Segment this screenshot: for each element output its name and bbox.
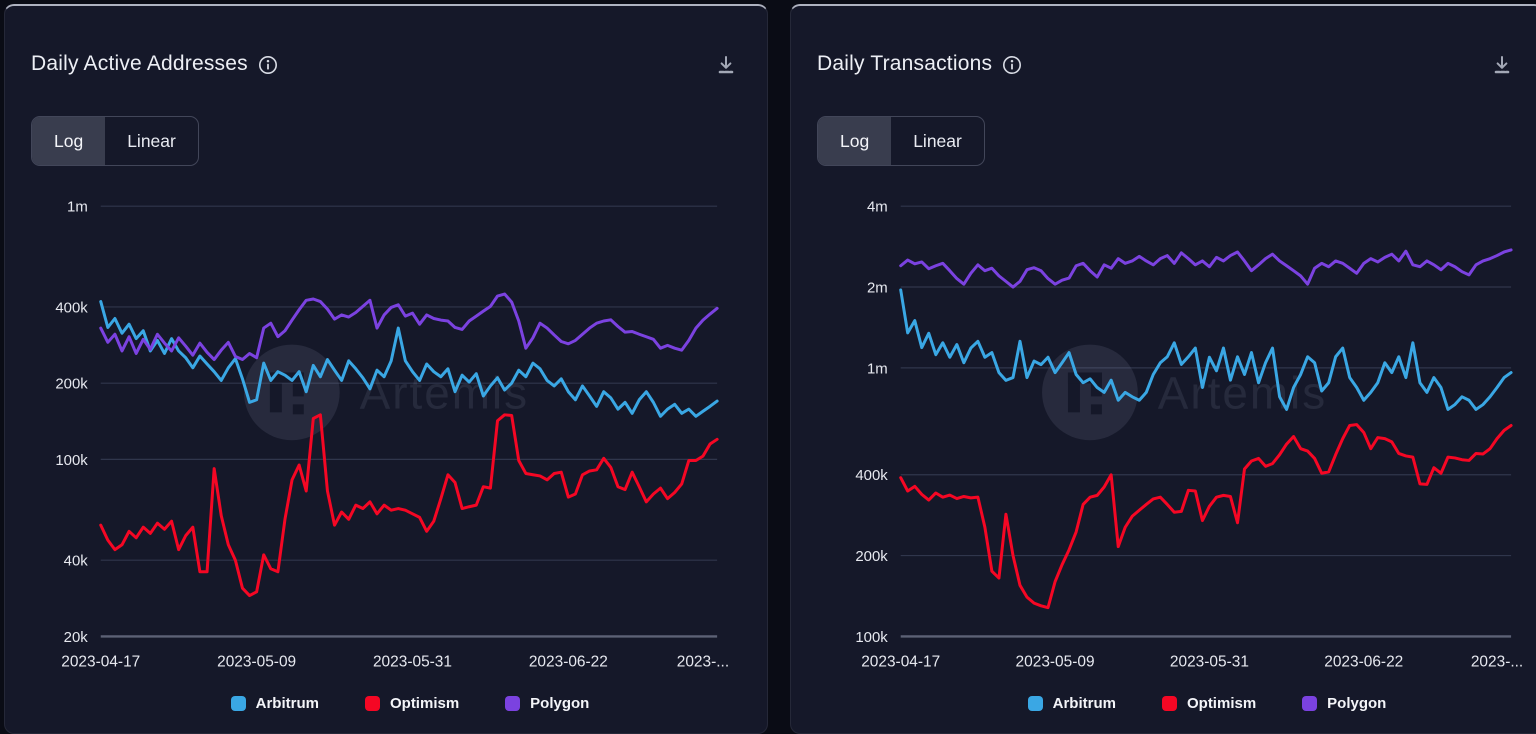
toggle-linear[interactable]: Linear bbox=[105, 117, 198, 165]
svg-text:2023-05-09: 2023-05-09 bbox=[1016, 653, 1095, 670]
daily-transactions-card: Artemis 100k 200k 400k 1m 2m 4m 2023-04-17 2023-… bbox=[790, 4, 1536, 734]
info-icon[interactable] bbox=[258, 55, 278, 75]
svg-text:Artemis: Artemis bbox=[1158, 367, 1327, 418]
chart-title: Daily Active Addresses bbox=[31, 52, 248, 75]
polygon-swatch bbox=[505, 696, 521, 711]
svg-text:2023-06-22: 2023-06-22 bbox=[1324, 653, 1403, 670]
legend-label-arbitrum: Arbitrum bbox=[255, 695, 319, 712]
legend-label-optimism: Optimism bbox=[389, 695, 460, 712]
legend-label-optimism: Optimism bbox=[1186, 695, 1257, 712]
legend: Arbitrum Optimism Polygon bbox=[101, 695, 719, 712]
svg-text:100k: 100k bbox=[55, 452, 88, 469]
legend-item-arbitrum[interactable]: Arbitrum bbox=[230, 695, 319, 712]
legend-label-polygon: Polygon bbox=[1327, 695, 1387, 712]
toggle-log[interactable]: Log bbox=[32, 117, 106, 165]
svg-text:400k: 400k bbox=[855, 467, 888, 484]
scale-toggle: Log Linear bbox=[817, 116, 985, 166]
svg-text:2023-05-09: 2023-05-09 bbox=[217, 653, 296, 670]
legend-item-polygon[interactable]: Polygon bbox=[1302, 695, 1386, 712]
chart-title: Daily Transactions bbox=[817, 52, 993, 75]
arbitrum-swatch bbox=[1027, 696, 1043, 711]
svg-text:40k: 40k bbox=[64, 553, 89, 570]
svg-text:2023-06-22: 2023-06-22 bbox=[529, 653, 608, 670]
polygon-swatch bbox=[1302, 696, 1318, 711]
optimism-swatch bbox=[1161, 696, 1177, 711]
info-icon[interactable] bbox=[1002, 55, 1022, 75]
toggle-log[interactable]: Log bbox=[818, 117, 892, 165]
legend-item-polygon[interactable]: Polygon bbox=[505, 695, 589, 712]
svg-text:200k: 200k bbox=[855, 548, 888, 565]
svg-text:2023-...: 2023-... bbox=[1471, 653, 1523, 670]
toggle-linear[interactable]: Linear bbox=[891, 117, 984, 165]
download-button[interactable] bbox=[1491, 54, 1513, 79]
svg-text:2023-05-31: 2023-05-31 bbox=[373, 653, 452, 670]
svg-text:2023-04-17: 2023-04-17 bbox=[861, 653, 940, 670]
legend-item-optimism[interactable]: Optimism bbox=[1161, 695, 1257, 712]
scale-toggle: Log Linear bbox=[31, 116, 199, 166]
legend-item-arbitrum[interactable]: Arbitrum bbox=[1027, 695, 1116, 712]
legend-item-optimism[interactable]: Optimism bbox=[364, 695, 460, 712]
svg-text:20k: 20k bbox=[64, 629, 89, 646]
daily-active-addresses-card: Artemis 20k 40k 100k 200k 400k 1m 2023-04-17 202… bbox=[4, 4, 768, 734]
svg-text:400k: 400k bbox=[55, 299, 88, 316]
svg-text:2m: 2m bbox=[867, 280, 888, 297]
svg-text:100k: 100k bbox=[855, 629, 888, 646]
daily-transactions-chart: Artemis 100k 200k 400k 1m 2m 4m 2023-04-17 2023-… bbox=[855, 199, 1523, 671]
download-button[interactable] bbox=[715, 54, 737, 79]
legend-label-arbitrum: Arbitrum bbox=[1052, 695, 1116, 712]
svg-text:2023-05-31: 2023-05-31 bbox=[1170, 653, 1249, 670]
svg-text:1m: 1m bbox=[67, 199, 88, 216]
legend: Arbitrum Optimism Polygon bbox=[901, 695, 1513, 712]
card-header: Daily Active Addresses bbox=[31, 52, 278, 76]
svg-text:4m: 4m bbox=[867, 199, 888, 216]
optimism-swatch bbox=[364, 696, 380, 711]
card-header: Daily Transactions bbox=[817, 52, 1022, 76]
svg-text:1m: 1m bbox=[867, 360, 888, 377]
svg-text:200k: 200k bbox=[55, 376, 88, 393]
svg-text:2023-04-17: 2023-04-17 bbox=[61, 653, 140, 670]
legend-label-polygon: Polygon bbox=[530, 695, 590, 712]
svg-text:2023-...: 2023-... bbox=[677, 653, 729, 670]
arbitrum-swatch bbox=[230, 696, 246, 711]
